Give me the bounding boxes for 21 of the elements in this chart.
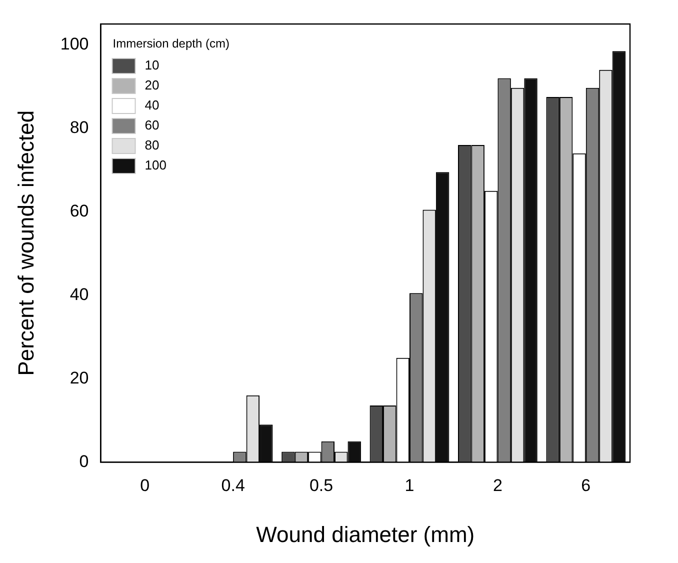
x-tick-label: 0.4 [221,476,245,496]
legend-label: 20 [144,78,160,93]
y-tick-label: 100 [60,34,89,54]
y-tick-label: 40 [70,284,89,304]
legend-label: 60 [144,118,160,133]
legend-label: 10 [144,58,160,73]
legend-label: 80 [144,138,160,153]
y-axis-title: Percent of wounds infected [13,110,38,376]
x-axis-title: Wound diameter (mm) [256,522,475,547]
y-tick-label: 80 [70,118,89,138]
y-tick-label: 0 [79,452,89,471]
legend-title: Immersion depth (cm) [112,36,230,50]
legend-label: 40 [144,98,160,113]
legend-label: 100 [144,158,166,173]
x-tick-label: 6 [581,476,591,496]
x-tick-label: 2 [492,476,502,496]
x-tick-label: 0.5 [309,476,334,496]
y-tick-label: 60 [70,201,89,220]
x-tick-label: 0 [140,476,150,496]
y-tick-label: 20 [70,368,89,388]
x-tick-label: 1 [404,476,414,496]
